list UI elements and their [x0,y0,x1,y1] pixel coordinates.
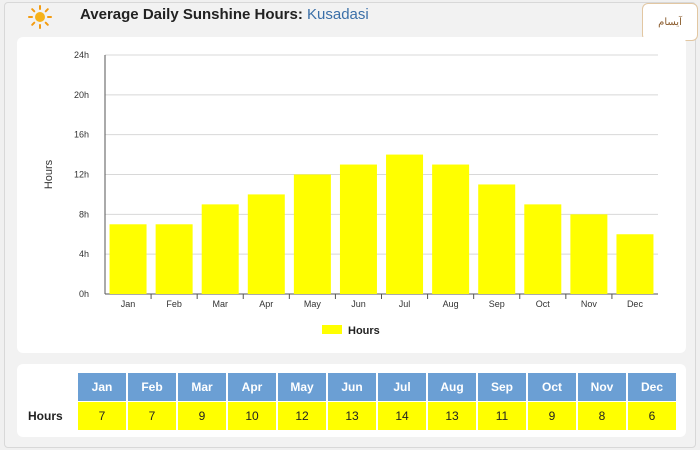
x-tick-label: Mar [212,299,228,309]
table-header-cell: Jul [378,373,426,401]
sun-icon [28,5,52,29]
y-axis-label: Hours [43,159,55,189]
bar [616,234,654,294]
sunshine-bar-chart: 0h 4h 8h 12h 16h 20h 24h Hours Jan Feb Mar Apr May Ju… [43,50,658,337]
table-cell: 6 [628,402,676,430]
table-cell: 8 [578,402,626,430]
bar [339,164,377,294]
table-header-cell: May [278,373,326,401]
y-tick-label: 12h [74,170,89,180]
table-header-cell: Apr [228,373,276,401]
table-header-cell: Jun [328,373,376,401]
x-tick-label: Nov [581,299,598,309]
x-tick-label: Jul [399,299,411,309]
x-tick-label: Jan [121,299,136,309]
legend-swatch [322,325,342,334]
x-tick-label: Sep [489,299,505,309]
table-header-cell: Aug [428,373,476,401]
bar [524,204,562,294]
bar [201,204,239,294]
bar [109,224,147,294]
table-row-label: Hours [28,409,63,423]
table-cell: 7 [128,402,176,430]
y-tick-label: 8h [79,209,89,219]
table-cell: 10 [228,402,276,430]
table-cell: 11 [478,402,526,430]
bar [432,164,470,294]
bar [386,154,424,294]
table-cell: 7 [78,402,126,430]
bar [570,214,608,294]
x-tick-label: Feb [166,299,182,309]
bar [155,224,193,294]
table-header-cell: Dec [628,373,676,401]
chart-panel: 0h 4h 8h 12h 16h 20h 24h Hours Jan Feb Mar Apr May Ju… [17,37,686,353]
table-cell: 14 [378,402,426,430]
y-tick-label: 16h [74,130,89,140]
table-header-cell: Sep [478,373,526,401]
legend-label: Hours [348,325,380,337]
y-tick-label: 20h [74,90,89,100]
x-tick-label: May [304,299,322,309]
logo-text: آیسام [658,17,682,28]
header: Average Daily Sunshine Hours: Kusadasi آ… [0,0,700,41]
y-tick-label: 24h [74,50,89,60]
bar [293,174,331,294]
x-tick-label: Jun [351,299,366,309]
table-header-row: Jan Feb Mar Apr May Jun Jul Aug Sep Oct Nov Dec [78,373,678,401]
title-text: Average Daily Sunshine Hours: [80,6,303,23]
table-header-cell: Jan [78,373,126,401]
table-header-cell: Feb [128,373,176,401]
y-tick-label: 4h [79,249,89,259]
x-tick-label: Oct [536,299,551,309]
x-tick-label: Aug [443,299,459,309]
x-tick-label: Dec [627,299,644,309]
table-cell: 13 [428,402,476,430]
table-header-cell: Oct [528,373,576,401]
table-cell: 9 [178,402,226,430]
table-cell: 9 [528,402,576,430]
table-cell: 12 [278,402,326,430]
bar [247,194,285,294]
table-header-cell: Nov [578,373,626,401]
table-cell: 13 [328,402,376,430]
bar [478,184,516,294]
x-tick-label: Apr [259,299,273,309]
brand-logo: آیسام [642,3,698,41]
y-tick-label: 0h [79,289,89,299]
table-row: 7 7 9 10 12 13 14 13 11 9 8 6 [78,402,678,430]
table-header-cell: Mar [178,373,226,401]
data-table: Hours Jan Feb Mar Apr May Jun Jul Aug Sep Oct Nov D… [17,364,686,437]
city-name: Kusadasi [307,6,369,23]
page-title: Average Daily Sunshine Hours: Kusadasi [80,6,369,23]
